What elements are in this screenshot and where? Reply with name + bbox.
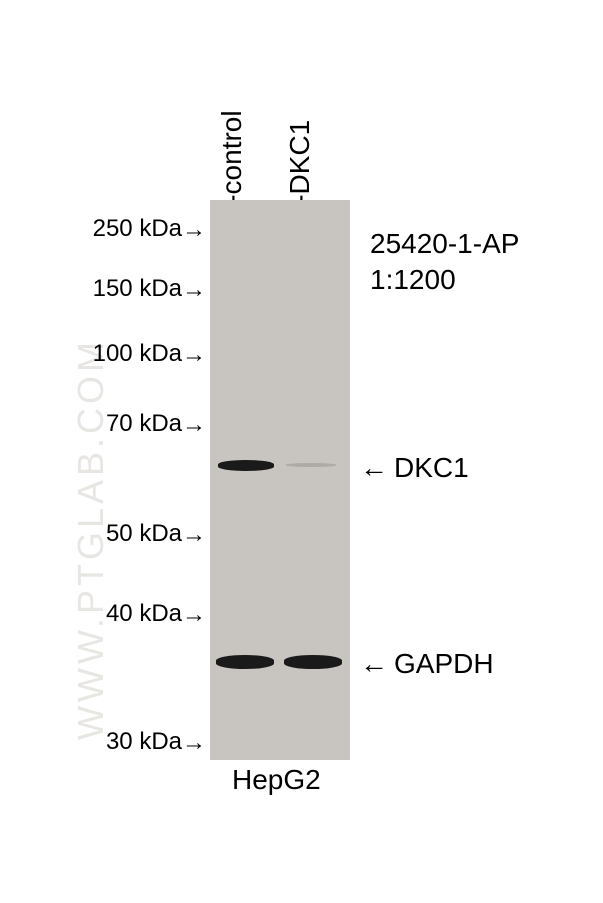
- band-dkc1-control: [218, 460, 274, 471]
- ladder-100: 100 kDa→: [78, 340, 206, 369]
- target-label-dkc1: ←DKC1: [360, 452, 469, 484]
- arrow-icon: →: [182, 601, 206, 629]
- antibody-dilution: 1:1200: [370, 264, 456, 296]
- antibody-catalog: 25420-1-AP: [370, 228, 519, 260]
- ladder-text: 250 kDa: [93, 215, 182, 242]
- arrow-icon: →: [182, 729, 206, 757]
- arrow-icon: →: [182, 411, 206, 439]
- ladder-text: 70 kDa: [106, 410, 182, 437]
- ladder-text: 150 kDa: [93, 275, 182, 302]
- blot-membrane: [210, 200, 350, 760]
- ladder-250: 250 kDa→: [78, 215, 206, 244]
- ladder-text: 100 kDa: [93, 340, 182, 367]
- ladder-text: 40 kDa: [106, 600, 182, 627]
- ladder-text: 30 kDa: [106, 728, 182, 755]
- target-text: GAPDH: [394, 648, 494, 679]
- band-dkc1-si: [286, 463, 336, 467]
- target-text: DKC1: [394, 452, 469, 483]
- arrow-left-icon: ←: [360, 648, 388, 679]
- arrow-icon: →: [182, 276, 206, 304]
- arrow-left-icon: ←: [360, 452, 388, 483]
- band-gapdh-si: [284, 655, 342, 669]
- arrow-icon: →: [182, 341, 206, 369]
- ladder-70: 70 kDa→: [92, 410, 206, 439]
- ladder-150: 150 kDa→: [78, 275, 206, 304]
- ladder-50: 50 kDa→: [92, 520, 206, 549]
- band-gapdh-control: [216, 655, 274, 669]
- arrow-icon: →: [182, 216, 206, 244]
- western-blot-figure: WWW.PTGLAB.COM si-control si-DKC1 250 kD…: [40, 60, 560, 860]
- ladder-text: 50 kDa: [106, 520, 182, 547]
- target-label-gapdh: ←GAPDH: [360, 648, 494, 680]
- ladder-40: 40 kDa→: [92, 600, 206, 629]
- cell-line-label: HepG2: [232, 764, 321, 796]
- arrow-icon: →: [182, 521, 206, 549]
- ladder-30: 30 kDa→: [92, 728, 206, 757]
